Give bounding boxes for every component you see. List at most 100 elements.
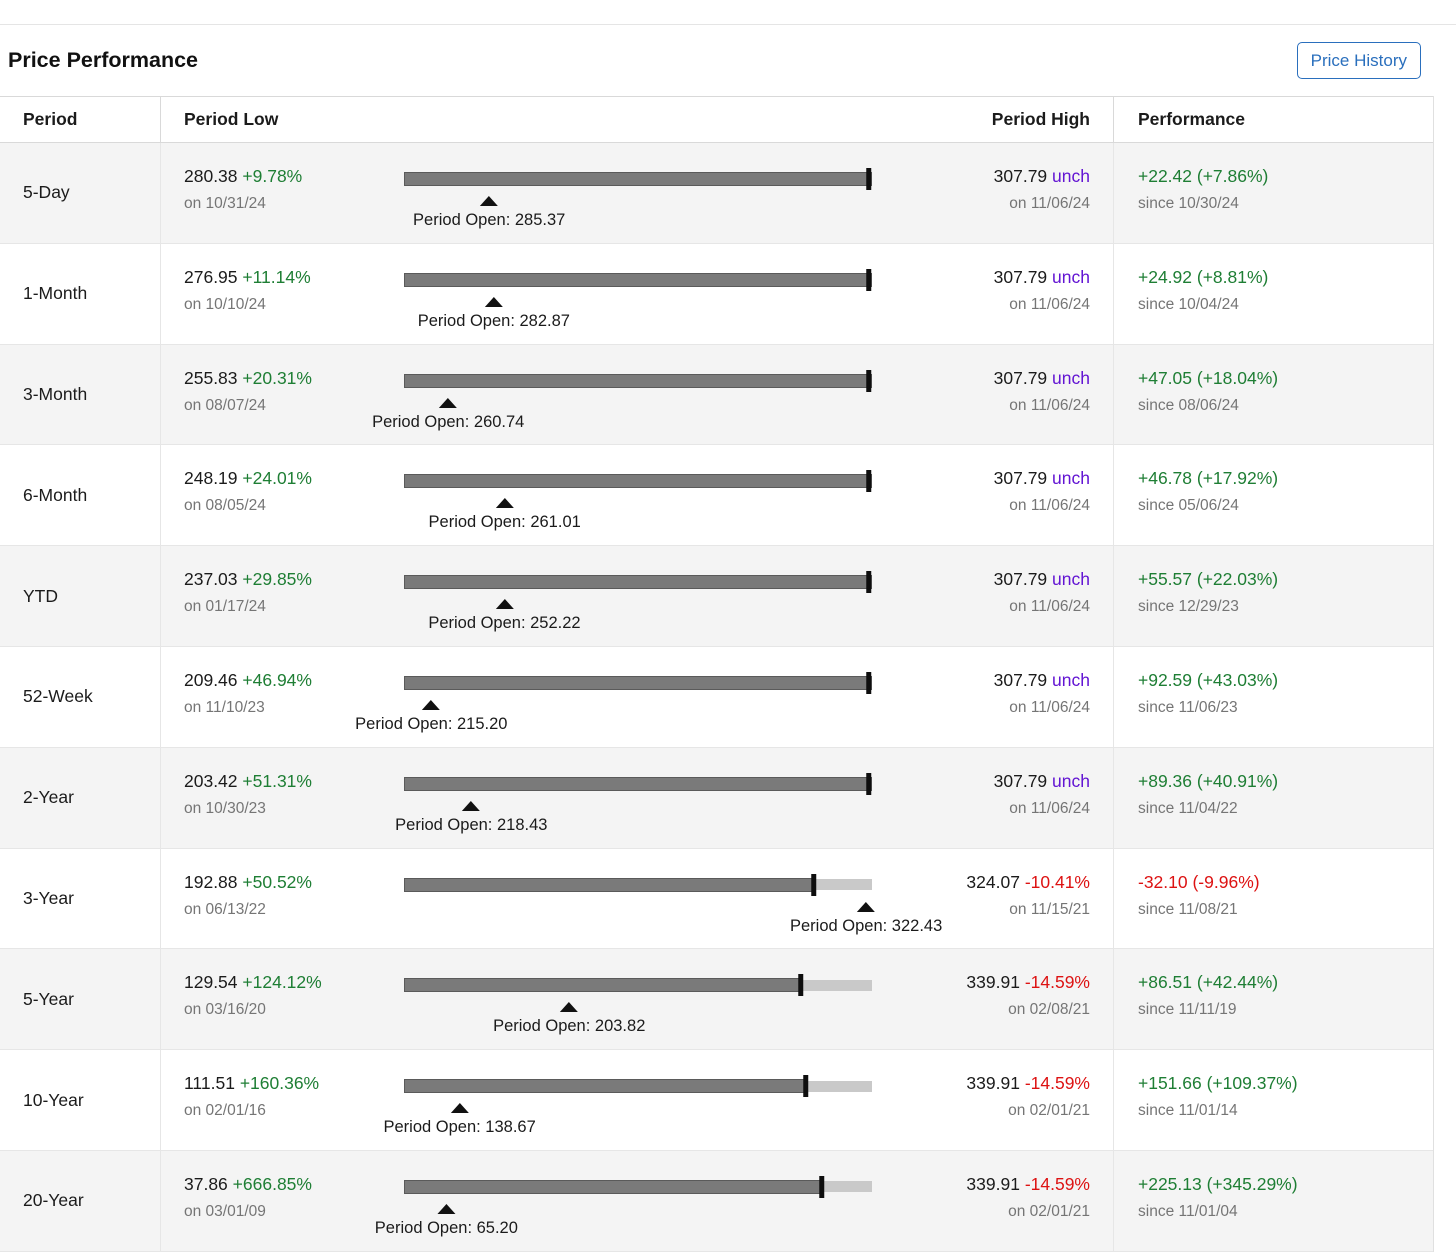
performance-cell: +46.78 (+17.92%) since 05/06/24: [1113, 445, 1433, 546]
period-low-block: 111.51 +160.36% on 02/01/16: [184, 1070, 319, 1121]
price-range-bar: Period Open: 218.43: [395, 772, 872, 834]
triangle-up-icon: [422, 699, 441, 710]
period-high-change: unch: [1052, 266, 1090, 287]
performance-date: since 11/06/23: [1138, 698, 1238, 716]
price-range-bar: Period Open: 138.67: [384, 1075, 872, 1136]
performance-value: +55.57 (+22.03%): [1138, 569, 1279, 590]
table-row: 5-Day 280.38 +9.78% on 10/31/24 Period O…: [0, 143, 1433, 244]
period-low-change-pct: +20.31%: [242, 367, 312, 388]
period-label: 52-Week: [23, 686, 93, 707]
period-label: 1-Month: [23, 283, 88, 304]
performance-cell: +89.36 (+40.91%) since 11/04/22: [1113, 747, 1433, 848]
period-high-value: 307.79: [993, 166, 1048, 186]
column-header-period: Period: [23, 109, 78, 129]
period-range-cell: 237.03 +29.85% on 01/17/24 Period Open: …: [160, 546, 1113, 646]
period-high-block: 324.07 -10.41% on 11/15/21: [966, 869, 1090, 920]
last-price-tick: [866, 268, 872, 291]
period-low-date: on 10/10/24: [184, 295, 266, 313]
performance-date: since 10/04/24: [1138, 295, 1239, 313]
period-high-date: on 02/01/21: [1008, 1102, 1090, 1120]
range-bar-elapsed-segment: [404, 272, 872, 287]
range-bar-elapsed-segment: [404, 877, 814, 892]
range-bar-track: [404, 1075, 872, 1098]
period-low-change-pct: +24.01%: [242, 468, 312, 489]
range-bar-elapsed-segment: [404, 978, 801, 993]
triangle-up-icon: [437, 1203, 456, 1214]
triangle-up-icon: [450, 1103, 469, 1114]
performance-value: -32.10 (-9.96%): [1138, 871, 1260, 892]
table-row: 6-Month 248.19 +24.01% on 08/05/24 Perio…: [0, 445, 1433, 547]
period-low-date: on 10/30/23: [184, 799, 266, 817]
period-high-change: -14.59%: [1024, 1173, 1090, 1194]
range-bar-track: [404, 772, 872, 795]
period-low-change-pct: +50.52%: [242, 871, 312, 892]
period-open-marker: Period Open: 322.43: [790, 901, 942, 936]
price-range-bar: Period Open: 252.22: [404, 571, 872, 632]
period-high-value: 307.79: [993, 468, 1048, 489]
period-range-cell: 255.83 +20.31% on 08/07/24 Period Open: …: [160, 344, 1113, 445]
period-label: 3-Year: [23, 887, 74, 908]
period-range-cell: 203.42 +51.31% on 10/30/23 Period Open: …: [160, 747, 1113, 848]
period-high-value: 324.07: [966, 871, 1020, 892]
triangle-up-icon: [857, 901, 876, 912]
period-open-label: Period Open: 215.20: [355, 714, 508, 733]
period-high-date: on 11/06/24: [1009, 598, 1090, 616]
period-high-block: 307.79 unch on 11/06/24: [994, 667, 1090, 718]
period-open-marker: Period Open: 138.67: [384, 1103, 536, 1137]
price-history-button[interactable]: Price History: [1296, 42, 1421, 79]
table-row: 1-Month 276.95 +11.14% on 10/10/24 Perio…: [0, 243, 1433, 345]
performance-date: since 11/04/22: [1138, 799, 1238, 817]
period-low-block: 192.88 +50.52% on 06/13/22: [184, 869, 312, 920]
period-low-change-pct: +160.36%: [239, 1073, 320, 1094]
period-low-date: on 02/01/16: [184, 1102, 266, 1120]
period-high-change: unch: [1052, 569, 1090, 590]
range-bar-track: [404, 470, 872, 493]
range-bar-elapsed-segment: [404, 373, 872, 388]
period-range-cell: 276.95 +11.14% on 10/10/24 Period Open: …: [160, 243, 1113, 344]
range-bar-track: [404, 571, 872, 594]
period-label: 5-Year: [23, 988, 74, 1009]
period-high-block: 307.79 unch on 11/06/24: [994, 768, 1090, 819]
range-bar-track: [404, 1175, 872, 1198]
period-low-block: 209.46 +46.94% on 11/10/23: [184, 667, 312, 718]
performance-date: since 11/01/04: [1138, 1202, 1238, 1220]
last-price-tick: [811, 873, 817, 896]
range-bar-elapsed-segment: [404, 1179, 823, 1194]
performance-value: +225.13 (+345.29%): [1138, 1173, 1298, 1194]
period-low-date: on 01/17/24: [184, 598, 266, 616]
period-high-change: -14.59%: [1024, 1073, 1090, 1094]
period-high-block: 339.91 -14.59% on 02/08/21: [966, 969, 1090, 1020]
range-bar-remaining-segment: [813, 879, 872, 891]
column-header-mid: Period Low Period High: [160, 97, 1113, 142]
table-row: 20-Year 37.86 +666.85% on 03/01/09 Perio…: [0, 1150, 1433, 1252]
period-low-value: 280.38: [184, 166, 238, 186]
period-high-change: unch: [1052, 468, 1090, 489]
period-low-value: 276.95: [184, 266, 238, 287]
period-low-value: 111.51: [184, 1073, 235, 1094]
last-price-tick: [866, 369, 872, 392]
period-range-cell: 280.38 +9.78% on 10/31/24 Period Open: 2…: [160, 143, 1113, 243]
range-bar-elapsed-segment: [404, 575, 872, 590]
period-open-marker: Period Open: 260.74: [372, 397, 524, 432]
period-low-value: 209.46: [184, 669, 238, 690]
period-open-marker: Period Open: 203.82: [493, 1002, 645, 1036]
range-bar-elapsed-segment: [404, 675, 872, 690]
last-price-tick: [803, 1075, 809, 1098]
performance-value: +22.42 (+7.86%): [1138, 166, 1269, 186]
last-price-tick: [797, 974, 803, 997]
period-high-block: 307.79 unch on 11/06/24: [994, 264, 1090, 315]
performance-cell: +55.57 (+22.03%) since 12/29/23: [1113, 546, 1433, 646]
range-bar-track: [404, 873, 872, 896]
table-header-row: Period Period Low Period High Performanc…: [0, 96, 1433, 143]
period-low-change-pct: +46.94%: [242, 669, 312, 690]
range-bar-track: [404, 974, 872, 997]
performance-date: since 05/06/24: [1138, 497, 1239, 515]
period-range-cell: 192.88 +50.52% on 06/13/22 Period Open: …: [160, 848, 1113, 949]
performance-value: +89.36 (+40.91%): [1138, 770, 1279, 791]
period-high-date: on 02/08/21: [1008, 1001, 1090, 1019]
table-row: 10-Year 111.51 +160.36% on 02/01/16 Peri…: [0, 1050, 1433, 1151]
period-low-block: 203.42 +51.31% on 10/30/23: [184, 768, 312, 819]
period-low-change-pct: +51.31%: [242, 770, 312, 791]
range-bar-remaining-segment: [806, 1080, 872, 1092]
period-label: 20-Year: [23, 1190, 84, 1211]
